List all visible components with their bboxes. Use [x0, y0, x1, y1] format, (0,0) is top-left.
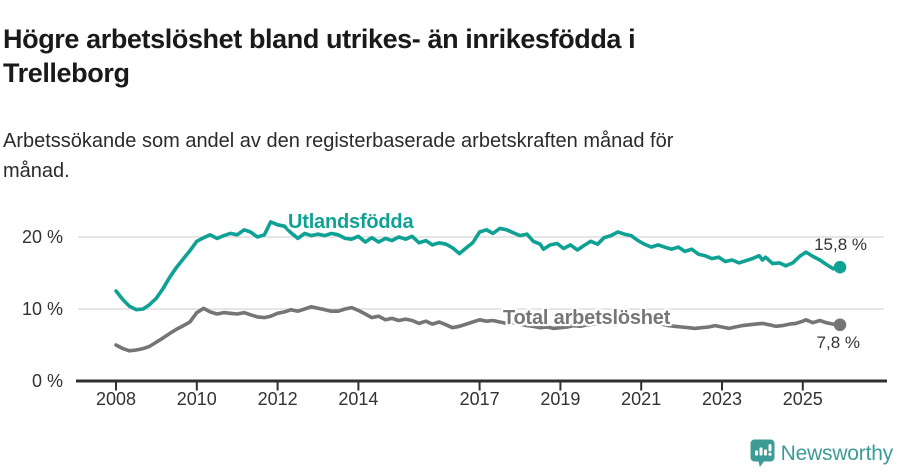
series-label-total-arbetsloshet: Total arbetslöshet	[503, 307, 671, 329]
x-axis-label: 2008	[95, 389, 137, 409]
title-line-1: Högre arbetslöshet bland utrikes- än inr…	[3, 24, 636, 55]
chart-title: Högre arbetslöshet bland utrikes- än inr…	[3, 22, 873, 90]
subtitle-line-1: Arbetssökande som andel av den registerb…	[3, 130, 674, 152]
newsworthy-icon	[750, 439, 775, 467]
series-label-utlandsfodda: Utlandsfödda	[288, 211, 414, 233]
series-line-utlandsfodda	[114, 220, 842, 312]
subtitle-line-2: månad.	[3, 160, 70, 182]
series-line-total	[114, 304, 842, 353]
x-axis-label: 2019	[540, 389, 581, 409]
y-axis-label: 10 %	[21, 299, 63, 319]
x-axis-label: 2025	[782, 389, 823, 409]
title-line-2: Trelleborg	[3, 58, 130, 89]
chart-subtitle: Arbetssökande som andel av den registerb…	[3, 126, 873, 186]
x-axis-label: 2021	[621, 389, 662, 409]
y-axis-label: 20 %	[21, 227, 63, 247]
series-end-dot-utlandsfodda	[833, 260, 847, 274]
end-value-label-utlandsfodda: 15,8 %	[814, 235, 867, 254]
end-value-label-total: 7,8 %	[816, 333, 860, 352]
x-axis-label: 2023	[701, 389, 743, 409]
x-axis-label: 2012	[257, 389, 298, 409]
y-axis-label: 0 %	[31, 371, 63, 391]
newsworthy-logo: Newsworthy	[750, 439, 893, 468]
x-axis-label: 2014	[338, 389, 379, 409]
x-axis-label: 2017	[459, 389, 500, 409]
x-axis-label: 2010	[176, 389, 217, 409]
series-end-dot-total	[833, 318, 847, 332]
newsworthy-wordmark: Newsworthy	[780, 441, 894, 465]
